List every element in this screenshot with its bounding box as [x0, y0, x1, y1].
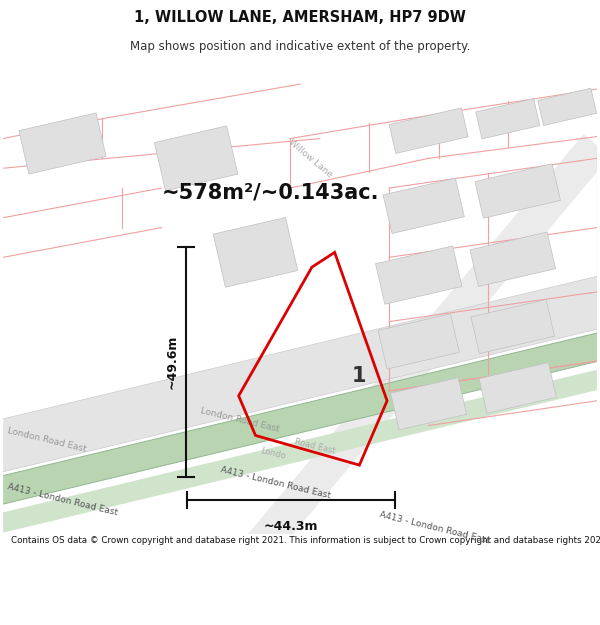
Polygon shape [391, 378, 467, 430]
Polygon shape [476, 99, 540, 139]
Text: 1, WILLOW LANE, AMERSHAM, HP7 9DW: 1, WILLOW LANE, AMERSHAM, HP7 9DW [134, 10, 466, 25]
Text: ~44.3m: ~44.3m [264, 519, 319, 532]
Polygon shape [479, 362, 556, 413]
Polygon shape [470, 232, 556, 286]
Text: London Road East: London Road East [200, 406, 281, 434]
Text: A413 - London Road East: A413 - London Road East [7, 482, 119, 518]
Polygon shape [0, 134, 600, 625]
Text: A413 - London Road East: A413 - London Road East [220, 466, 332, 501]
Polygon shape [475, 164, 560, 218]
Polygon shape [3, 370, 597, 532]
Polygon shape [378, 314, 460, 369]
Text: 1: 1 [352, 366, 367, 386]
Text: Contains OS data © Crown copyright and database right 2021. This information is : Contains OS data © Crown copyright and d… [11, 536, 600, 545]
Polygon shape [3, 276, 597, 472]
Polygon shape [538, 88, 596, 126]
Text: Willow Lane: Willow Lane [286, 138, 334, 179]
Polygon shape [383, 178, 464, 234]
Text: ~49.6m: ~49.6m [166, 335, 179, 389]
Text: Road East: Road East [294, 437, 337, 456]
Text: A413 - London Road East: A413 - London Road East [378, 510, 490, 546]
Polygon shape [389, 108, 468, 153]
Polygon shape [19, 113, 106, 174]
Polygon shape [154, 126, 238, 191]
Polygon shape [3, 333, 597, 504]
Polygon shape [213, 217, 298, 288]
Text: London Road East: London Road East [7, 426, 88, 454]
Polygon shape [376, 246, 462, 304]
Text: ~578m²/~0.143ac.: ~578m²/~0.143ac. [161, 183, 379, 203]
Polygon shape [471, 299, 554, 354]
Text: Map shows position and indicative extent of the property.: Map shows position and indicative extent… [130, 40, 470, 52]
Text: Londo: Londo [259, 446, 286, 461]
